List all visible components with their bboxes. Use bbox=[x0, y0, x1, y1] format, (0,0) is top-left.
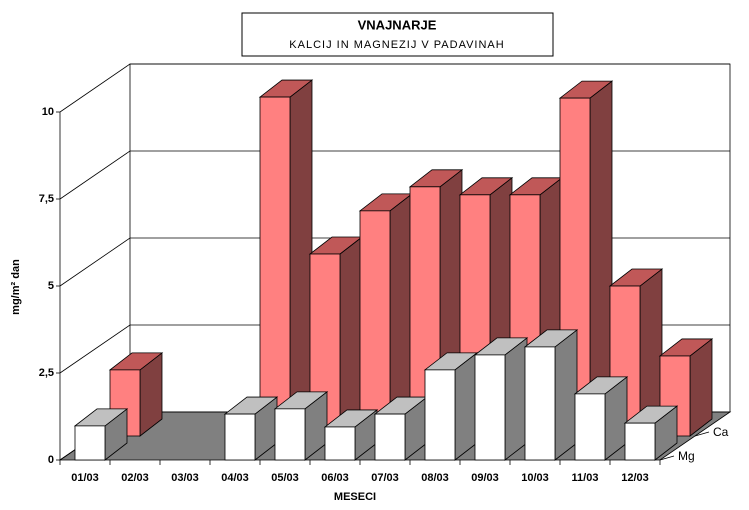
plot: 0 2,5 5 7,5 10 01/03 02/03 03/03 04/03 05/03 06/03… bbox=[39, 63, 732, 484]
bar bbox=[358, 193, 414, 437]
bar-side bbox=[339, 236, 363, 437]
x-tick-label: 11/03 bbox=[572, 472, 599, 484]
bar bbox=[423, 352, 479, 461]
grid-line bbox=[59, 150, 131, 200]
legend-tick bbox=[694, 431, 710, 437]
x-tick-label: 02/03 bbox=[121, 472, 149, 484]
bar-side bbox=[289, 79, 313, 437]
legend-tick bbox=[659, 455, 675, 461]
bar-front bbox=[524, 346, 556, 461]
bar bbox=[258, 79, 314, 437]
bar bbox=[473, 337, 529, 461]
legend-label: Mg bbox=[678, 449, 695, 463]
x-axis-label: MESECI bbox=[334, 491, 376, 503]
bar-front bbox=[259, 96, 291, 437]
bar bbox=[73, 408, 129, 461]
bar-front bbox=[274, 408, 306, 461]
chart-title: VNAJNARJE bbox=[358, 17, 437, 32]
title-box bbox=[241, 12, 554, 57]
x-tick-label: 03/03 bbox=[171, 472, 199, 484]
bar-front bbox=[324, 426, 356, 461]
y-tick-label: 0 bbox=[48, 454, 54, 466]
x-tick-label: 10/03 bbox=[521, 472, 549, 484]
bar-front bbox=[624, 422, 656, 461]
y-tick-label: 7,5 bbox=[39, 193, 54, 205]
y-tick-label: 2,5 bbox=[39, 367, 54, 379]
y-tick-label: 5 bbox=[48, 280, 54, 292]
x-tick-label: 01/03 bbox=[71, 472, 99, 484]
x-tick-label: 07/03 bbox=[371, 472, 399, 484]
bar-front bbox=[224, 413, 256, 461]
grid-line bbox=[59, 237, 131, 287]
bar-front bbox=[424, 369, 456, 461]
bar bbox=[523, 329, 579, 461]
grid-line bbox=[59, 63, 131, 113]
bar bbox=[223, 396, 279, 461]
bar-front bbox=[359, 210, 391, 437]
y-tick-label: 10 bbox=[42, 106, 54, 118]
x-tick-label: 04/03 bbox=[221, 472, 249, 484]
bar bbox=[273, 391, 329, 461]
y-axis-label: mg/m² dan bbox=[10, 259, 22, 315]
x-tick-label: 05/03 bbox=[271, 472, 299, 484]
legend-label: Ca bbox=[713, 425, 729, 439]
x-tick-label: 08/03 bbox=[421, 472, 449, 484]
bar bbox=[323, 409, 379, 461]
x-tick-label: 09/03 bbox=[471, 472, 499, 484]
bar bbox=[373, 396, 429, 461]
bar-side bbox=[554, 329, 578, 461]
bar bbox=[573, 376, 629, 461]
bar bbox=[623, 405, 679, 461]
grid-line bbox=[59, 324, 131, 374]
chart-subtitle: KALCIJ IN MAGNEZIJ V PADAVINAH bbox=[289, 39, 504, 51]
bar-side bbox=[454, 352, 478, 461]
bar-front bbox=[74, 425, 106, 461]
bar-side bbox=[504, 337, 528, 461]
bar-front bbox=[374, 413, 406, 461]
bar-front bbox=[474, 354, 506, 461]
bar-front bbox=[574, 393, 606, 461]
x-tick-label: 06/03 bbox=[321, 472, 349, 484]
x-tick-label: 12/03 bbox=[621, 472, 649, 484]
